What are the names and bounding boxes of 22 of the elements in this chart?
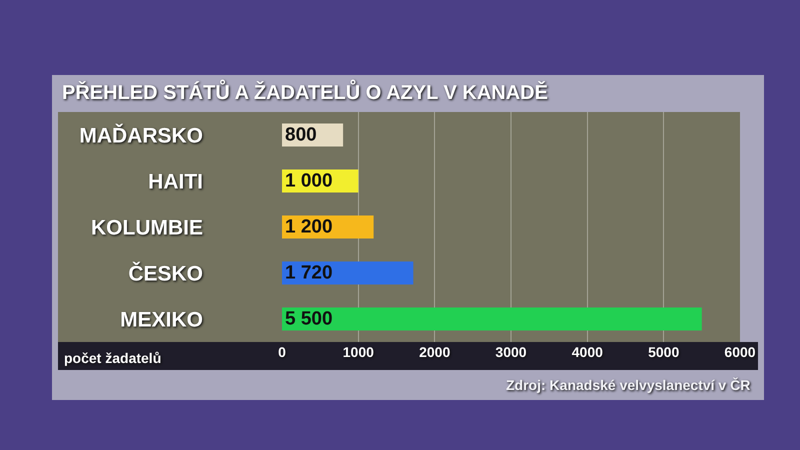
y-tick-label: MEXIKO: [120, 308, 203, 332]
y-tick-label: MAĎARSKO: [79, 123, 203, 148]
x-tick-label: 1000: [342, 344, 374, 360]
data-label: 5 500: [285, 308, 333, 330]
x-tick-label: 0: [278, 344, 286, 360]
x-axis-title: počet žadatelů: [64, 350, 162, 366]
x-tick-label: 3000: [495, 344, 527, 360]
chart-title: PŘEHLED STÁTŮ A ŽADATELŮ O AZYL V KANADĚ: [62, 79, 548, 104]
y-tick-label: KOLUMBIE: [91, 216, 203, 240]
x-tick-label: 2000: [419, 344, 450, 360]
y-tick-label: HAITI: [148, 170, 203, 194]
data-label: 1 200: [285, 216, 333, 238]
x-tick-label: 5000: [648, 344, 680, 360]
data-label: 1 720: [285, 262, 333, 284]
data-label: 800: [285, 124, 317, 146]
y-tick-label: ČESKO: [128, 261, 203, 286]
x-tick-label: 4000: [572, 344, 604, 360]
bar: [282, 308, 702, 330]
bar: [282, 262, 414, 284]
text: Zdroj: Kanadské velvyslanectví v ČR: [506, 377, 750, 393]
x-tick-label: 6000: [724, 344, 756, 360]
data-label: 1 000: [285, 170, 333, 192]
